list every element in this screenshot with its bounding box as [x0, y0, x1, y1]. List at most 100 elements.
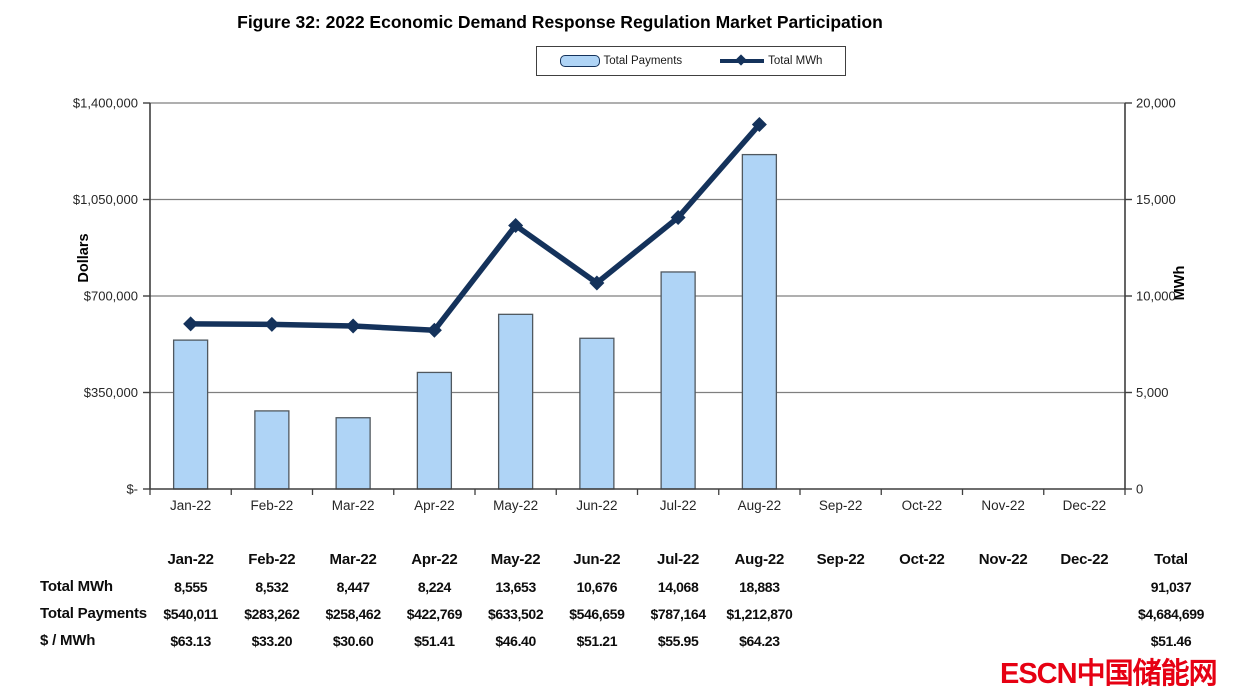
table-cell: 10,676	[576, 578, 618, 595]
line-marker-diamond	[508, 217, 524, 233]
table-header-cell: Sep-22	[816, 551, 865, 568]
chart-legend: Total Payments Total MWh	[536, 46, 846, 76]
bar-total-payments	[579, 337, 615, 490]
x-axis-label: Feb-22	[250, 498, 293, 513]
x-axis-label: Aug-22	[738, 498, 782, 513]
table-cell: $55.95	[657, 632, 699, 649]
table-row-label: Total MWh	[40, 578, 113, 595]
x-axis-label: May-22	[493, 498, 538, 513]
left-tick-label: $1,050,000	[73, 192, 138, 207]
line-swatch-icon	[720, 54, 765, 66]
bar-total-payments	[660, 271, 696, 490]
line-marker-diamond	[345, 318, 361, 334]
left-tick-label: $350,000	[84, 385, 138, 400]
table-cell: $51.41	[414, 632, 455, 649]
bar-total-payments	[416, 371, 453, 490]
summary-table: Jan-22 Feb-22 Mar-22 Apr-22 May-22 Jun-22 Jul-…	[40, 546, 1217, 654]
table-cell: $63.13	[170, 632, 211, 649]
escn-watermark: ESCN中国储能网	[1000, 658, 1218, 690]
x-axis-label: Jan-22	[170, 498, 211, 513]
table-cell: $546,659	[569, 605, 625, 622]
left-tick-label: $700,000	[84, 289, 138, 304]
table-header-cell: Jan-22	[167, 551, 214, 568]
table-cell	[1044, 573, 1125, 600]
table-header-cell: Jul-22	[657, 551, 700, 568]
table-cell: 8,447	[336, 578, 370, 595]
x-axis-label: Jul-22	[660, 498, 697, 513]
table-cell: $283,262	[244, 605, 300, 622]
x-axis-label: Sep-22	[819, 498, 863, 513]
legend-payments-label: Total Payments	[603, 55, 683, 67]
table-cell: 8,224	[417, 578, 451, 595]
line-marker-diamond	[751, 117, 767, 133]
table-header-cell: Dec-22	[1060, 551, 1109, 568]
table-cell: $30.60	[332, 632, 374, 649]
table-cell	[881, 600, 962, 627]
combo-chart-plot: $- 0 $350,000 5,000 $700,000 10,000 $1,050,000…	[73, 96, 1176, 514]
right-tick-label: 10,000	[1136, 289, 1176, 304]
table-cell: 14,068	[657, 578, 699, 595]
table-row-label: $ / MWh	[40, 632, 96, 649]
table-cell	[963, 600, 1044, 627]
table-cell: $633,502	[488, 605, 544, 622]
table-cell	[1044, 600, 1125, 627]
bar-total-payments	[741, 153, 778, 490]
right-tick-label: 5,000	[1136, 385, 1169, 400]
table-cell	[963, 573, 1044, 600]
table-cell: 91,037	[1150, 578, 1192, 595]
chart-title: Figure 32: 2022 Economic Demand Response…	[237, 12, 883, 32]
right-tick-label: 0	[1136, 482, 1143, 497]
right-tick-label: 20,000	[1136, 96, 1176, 111]
table-cell	[881, 627, 962, 654]
x-axis-label: Oct-22	[902, 498, 943, 513]
table-cell: $46.40	[495, 632, 536, 649]
table-header-cell: Nov-22	[978, 551, 1028, 568]
table-header-cell: Total	[1154, 551, 1188, 568]
bar-total-payments	[254, 410, 290, 490]
table-header-cell: Jun-22	[573, 551, 621, 568]
table-header-cell: Apr-22	[411, 551, 458, 568]
table-corner-cell	[40, 546, 150, 573]
table-cell: 8,532	[255, 578, 289, 595]
table-cell	[800, 600, 881, 627]
line-marker-diamond	[264, 316, 280, 332]
line-marker-diamond	[183, 316, 199, 332]
table-cell: $64.23	[739, 632, 780, 649]
table-cell: $4,684,699	[1137, 605, 1205, 622]
bar-swatch-icon	[559, 55, 600, 67]
table-header-cell: Feb-22	[248, 551, 296, 568]
table-cell: $51.21	[576, 632, 618, 649]
left-tick-label: $-	[126, 482, 138, 497]
left-tick-label: $1,400,000	[73, 96, 138, 111]
table-cell	[800, 627, 881, 654]
table-cell: $787,164	[650, 605, 707, 622]
table-cell: $51.46	[1150, 632, 1192, 649]
line-total-mwh	[187, 121, 763, 334]
legend-mwh-label: Total MWh	[768, 55, 823, 67]
table-cell: $422,769	[406, 605, 463, 622]
legend-entry-payments: Total Payments	[559, 55, 683, 67]
table-cell: $540,011	[163, 605, 218, 622]
line-marker-diamond	[426, 322, 442, 338]
table-header-cell: Aug-22	[734, 551, 785, 568]
table-cell	[800, 573, 881, 600]
line-marker-diamond	[589, 275, 605, 291]
table-header-cell: Mar-22	[329, 551, 377, 568]
table-header-cell: May-22	[490, 551, 541, 568]
table-cell: 13,653	[495, 578, 536, 595]
table-cell: 18,883	[739, 578, 780, 595]
bar-total-payments	[172, 339, 209, 490]
bar-total-payments	[497, 313, 534, 490]
table-cell: 8,555	[174, 578, 208, 595]
x-axis-label: Apr-22	[414, 498, 455, 513]
bar-total-payments	[335, 417, 371, 490]
line-marker-diamond	[670, 209, 686, 225]
table-cell: $258,462	[325, 605, 382, 622]
table-cell: $1,212,870	[726, 605, 793, 622]
table-row-label: Total Payments	[40, 605, 147, 622]
table-cell: $33.20	[251, 632, 293, 649]
x-axis-label: Jun-22	[576, 498, 617, 513]
legend-entry-mwh: Total MWh	[720, 54, 823, 67]
right-tick-label: 15,000	[1136, 192, 1176, 207]
